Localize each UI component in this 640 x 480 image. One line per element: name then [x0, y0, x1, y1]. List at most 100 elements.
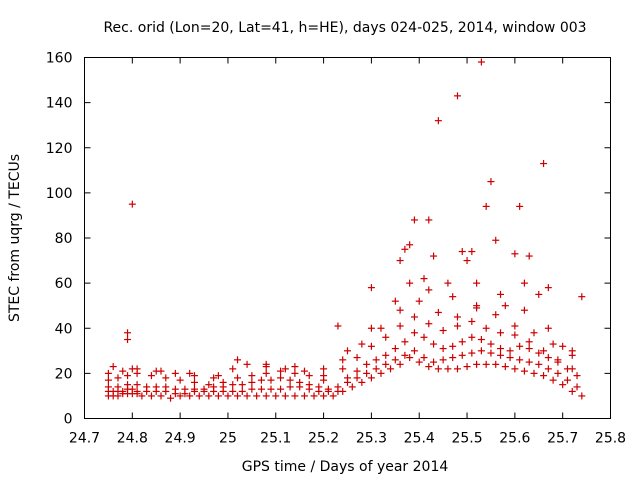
data-point — [501, 363, 509, 371]
data-point — [468, 248, 476, 256]
data-point — [415, 358, 423, 366]
data-point — [339, 356, 347, 364]
y-tick-label: 0 — [64, 412, 73, 428]
data-point — [190, 372, 198, 380]
data-point — [516, 202, 524, 210]
data-point — [257, 385, 265, 393]
data-point — [525, 338, 533, 346]
data-point — [391, 356, 399, 364]
data-point — [535, 290, 543, 298]
data-point — [152, 383, 160, 391]
data-point — [353, 354, 361, 362]
data-point — [444, 279, 452, 287]
data-point — [482, 324, 490, 332]
data-point — [382, 333, 390, 341]
data-point — [320, 365, 328, 373]
data-point — [214, 372, 222, 380]
data-point — [114, 383, 122, 391]
y-tick-labels: 0 20 40 60 80 100 120 140 160 — [46, 51, 73, 428]
data-point — [511, 250, 519, 258]
data-point — [133, 381, 141, 389]
data-point — [334, 383, 342, 391]
data-point — [300, 392, 308, 400]
data-point — [444, 365, 452, 373]
x-tick-labels: 24.7 24.8 24.9 25 25.1 25.2 25.3 25.4 25.5 25.6 25… — [69, 431, 626, 447]
data-point — [544, 354, 552, 362]
data-point — [171, 369, 179, 377]
data-point — [473, 360, 481, 368]
data-point — [477, 58, 485, 66]
data-point — [277, 385, 285, 393]
data-point — [171, 385, 179, 393]
data-point — [143, 383, 151, 391]
data-point — [186, 369, 194, 377]
data-point — [119, 387, 127, 395]
data-point — [229, 387, 237, 395]
data-point — [358, 340, 366, 348]
data-point — [210, 383, 218, 391]
data-point — [329, 392, 337, 400]
data-points — [104, 58, 586, 402]
data-point — [367, 284, 375, 292]
y-tick-label: 120 — [46, 141, 73, 157]
data-point — [473, 302, 481, 310]
data-point — [530, 329, 538, 337]
data-point — [559, 381, 567, 389]
data-point — [138, 392, 146, 400]
data-point — [415, 297, 423, 305]
data-point — [540, 160, 548, 168]
data-point — [458, 351, 466, 359]
data-point — [363, 360, 371, 368]
data-point — [162, 374, 170, 382]
data-point — [257, 376, 265, 384]
data-point — [434, 117, 442, 125]
chart-title: Rec. orid (Lon=20, Lat=41, h=HE), days 0… — [103, 20, 586, 36]
data-point — [243, 392, 251, 400]
data-point — [497, 351, 505, 359]
data-point — [358, 378, 366, 386]
data-point — [348, 383, 356, 391]
data-point — [463, 363, 471, 371]
data-point — [511, 365, 519, 373]
data-point — [492, 311, 500, 319]
data-point — [449, 342, 457, 350]
data-point — [367, 374, 375, 382]
data-point — [497, 329, 505, 337]
y-tick-label: 60 — [55, 276, 73, 292]
data-point — [200, 385, 208, 393]
data-point — [559, 342, 567, 350]
y-tick-label: 80 — [55, 231, 73, 247]
data-point — [434, 308, 442, 316]
y-tick-label: 140 — [46, 96, 73, 112]
data-point — [315, 383, 323, 391]
data-point — [401, 245, 409, 253]
data-point — [410, 347, 418, 355]
data-point — [372, 365, 380, 373]
data-point — [238, 387, 246, 395]
data-point — [516, 342, 524, 350]
data-point — [525, 252, 533, 260]
data-point — [147, 372, 155, 380]
data-point — [214, 392, 222, 400]
data-point — [425, 363, 433, 371]
data-point — [382, 360, 390, 368]
data-point — [234, 356, 242, 364]
data-point — [535, 349, 543, 357]
y-tick-label: 100 — [46, 186, 73, 202]
data-point — [578, 293, 586, 301]
data-point — [506, 354, 514, 362]
data-point — [320, 392, 328, 400]
data-point — [363, 369, 371, 377]
data-point — [525, 358, 533, 366]
data-point — [224, 392, 232, 400]
data-point — [262, 369, 270, 377]
data-point — [482, 360, 490, 368]
data-point — [401, 351, 409, 359]
data-point — [453, 365, 461, 373]
data-point — [128, 365, 136, 373]
data-point — [157, 367, 165, 375]
data-point — [535, 360, 543, 368]
data-point — [568, 387, 576, 395]
x-tick-label: 25 — [219, 431, 237, 447]
y-tick-label: 40 — [55, 321, 73, 337]
